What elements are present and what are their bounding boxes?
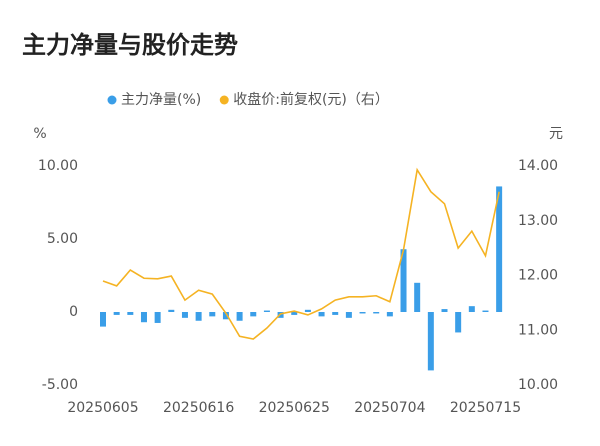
bar xyxy=(386,312,393,317)
bar xyxy=(209,312,216,317)
y2-tick-label: 10.00 xyxy=(518,377,558,393)
y2-tick-label: 11.00 xyxy=(518,322,558,338)
bar xyxy=(400,249,407,312)
legend-marker xyxy=(219,95,229,105)
bar xyxy=(127,312,134,315)
y-tick-label: 0 xyxy=(69,304,78,320)
y2-axis-label: 元 xyxy=(549,126,563,142)
bar xyxy=(345,312,352,318)
bar xyxy=(318,312,325,317)
bar xyxy=(154,312,161,323)
bar xyxy=(441,309,448,312)
bar xyxy=(250,312,257,317)
bar xyxy=(236,312,243,321)
bar xyxy=(222,312,229,320)
bar xyxy=(496,186,503,312)
bar xyxy=(195,312,202,321)
legend-label: 主力净量(%) xyxy=(121,92,201,108)
bar xyxy=(140,312,147,323)
bar xyxy=(427,312,434,371)
bar xyxy=(263,310,270,312)
x-tick-label: 20250605 xyxy=(67,400,138,416)
y-axis-label: % xyxy=(33,126,46,142)
bar xyxy=(455,312,462,333)
x-tick-label: 20250625 xyxy=(259,400,330,416)
y-tick-label: 10.00 xyxy=(38,158,78,174)
bar xyxy=(113,312,120,315)
bar xyxy=(482,310,489,312)
x-tick-label: 20250616 xyxy=(163,400,234,416)
y2-tick-label: 13.00 xyxy=(518,213,558,229)
y2-tick-label: 12.00 xyxy=(518,268,558,284)
bar xyxy=(359,312,366,314)
legend-label: 收盘价:前复权(元)（右） xyxy=(233,91,389,108)
bar xyxy=(181,312,188,318)
bar xyxy=(332,312,339,315)
x-tick-label: 20250715 xyxy=(450,400,521,416)
bar xyxy=(100,312,106,327)
bar xyxy=(468,306,475,312)
bar xyxy=(414,282,421,312)
y-tick-label: -5.00 xyxy=(42,377,78,393)
price-line xyxy=(102,167,500,340)
y-tick-label: 5.00 xyxy=(47,231,78,247)
legend-marker xyxy=(107,95,117,105)
chart-title: 主力净量与股价走势 xyxy=(22,31,238,59)
bar xyxy=(168,309,175,312)
bar xyxy=(373,312,380,314)
bar xyxy=(304,309,311,312)
y2-tick-label: 14.00 xyxy=(518,158,558,174)
bar xyxy=(291,312,298,315)
x-tick-label: 20250704 xyxy=(354,400,425,416)
